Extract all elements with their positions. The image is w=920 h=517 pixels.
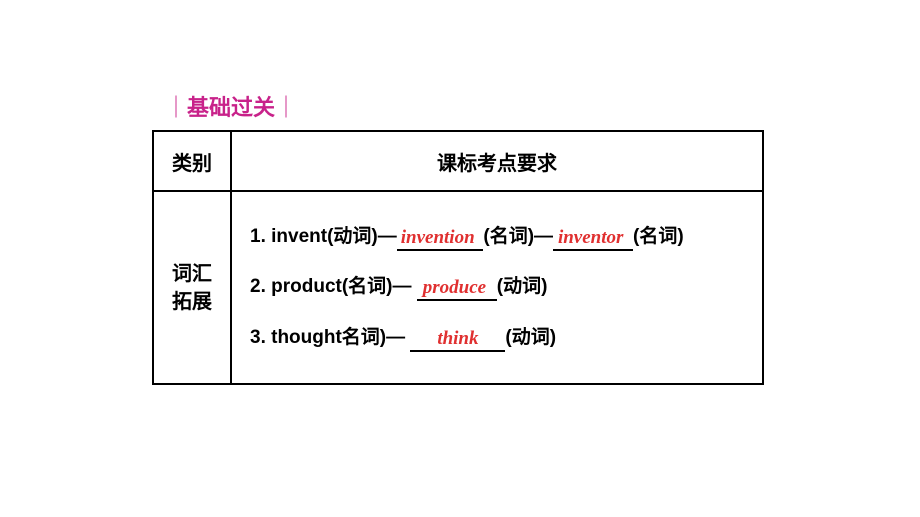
section-title: ｜基础过关｜: [165, 90, 297, 122]
vocab-item-1: 1. invent(动词)—invention (名词)—inventor (名…: [250, 222, 744, 252]
item3-blank1: think: [410, 327, 505, 352]
item1-answer2: inventor: [558, 227, 623, 248]
header-category: 类别: [153, 131, 231, 191]
item1-prefix: 1. invent(动词)—: [250, 226, 397, 247]
item2-blank1: produce: [417, 276, 497, 301]
vocab-item-2: 2. product(名词)— produce (动词): [250, 272, 744, 302]
item2-suffix: (动词): [497, 276, 548, 297]
item1-mid1: (名词)—: [483, 226, 553, 247]
table-header-row: 类别 课标考点要求: [153, 131, 763, 191]
item1-suffix: (名词): [633, 226, 684, 247]
item2-answer1: produce: [423, 277, 486, 298]
section-title-text: 基础过关: [187, 95, 275, 120]
row-label-l2: 拓展: [172, 291, 212, 313]
row-label-l1: 词汇: [172, 263, 212, 285]
item1-blank1: invention: [397, 226, 484, 251]
item3-suffix: (动词): [505, 327, 556, 348]
vocab-item-3: 3. thought名词)— think (动词): [250, 323, 744, 353]
pipe-left: ｜: [165, 95, 187, 120]
header-requirement: 课标考点要求: [231, 131, 763, 191]
item3-answer1: think: [437, 328, 478, 349]
item1-answer1: invention: [401, 227, 475, 248]
item1-blank2: inventor: [553, 226, 633, 251]
pipe-right: ｜: [275, 95, 297, 120]
row-category-cell: 词汇 拓展: [153, 191, 231, 384]
table-row: 词汇 拓展 1. invent(动词)—invention (名词)—inven…: [153, 191, 763, 384]
item3-prefix: 3. thought名词)—: [250, 327, 405, 348]
vocab-table: 类别 课标考点要求 词汇 拓展 1. invent(动词)—invention …: [152, 130, 764, 385]
row-content-cell: 1. invent(动词)—invention (名词)—inventor (名…: [231, 191, 763, 384]
item2-prefix: 2. product(名词)—: [250, 276, 412, 297]
